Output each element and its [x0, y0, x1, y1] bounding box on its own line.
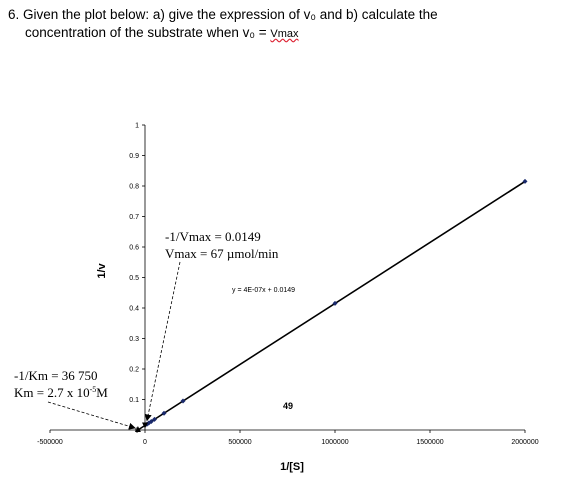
y-tick-label: 0.6 — [129, 245, 139, 252]
km-annotation-exponent: -5 — [90, 385, 97, 394]
chart-points — [134, 178, 528, 432]
page-number: 49 — [283, 401, 293, 411]
x-tick-label: 2000000 — [511, 439, 538, 446]
km-annotation-unit: M — [96, 385, 108, 400]
x-tick-label: 1500000 — [416, 439, 443, 446]
y-tick-label: 0.3 — [129, 336, 139, 343]
data-point — [332, 300, 338, 306]
data-point — [522, 178, 528, 184]
chart-ticks: -500000 0 500000 1000000 1500000 2000000 0.1 0.… — [37, 123, 539, 447]
x-tick-label: -500000 — [37, 439, 63, 446]
km-pointer-arrow — [47, 401, 136, 430]
chart-arrows — [47, 261, 181, 430]
trendline-equation: y = 4E-07x + 0.0149 — [232, 287, 295, 294]
y-tick-label: 0.8 — [129, 184, 139, 191]
x-intercept-marker — [134, 426, 141, 432]
y-axis-title: 1/v — [96, 262, 108, 278]
y-intercept-marker — [142, 422, 148, 429]
vmax-annotation-line-2: Vmax = 67 µmol/min — [165, 246, 279, 261]
data-point — [180, 398, 186, 404]
x-axis-title: 1/[S] — [280, 461, 304, 473]
vmax-annotation-line-1: -1/Vmax = 0.0149 — [165, 229, 261, 244]
km-annotation-line-2: Km = 2.7 x 10-5M — [14, 385, 108, 400]
x-tick-label: 1000000 — [321, 439, 348, 446]
y-tick-label: 0.7 — [129, 214, 139, 221]
data-point — [161, 410, 167, 416]
y-tick-label: 0.5 — [129, 275, 139, 282]
chart-axes — [50, 125, 525, 431]
y-tick-label: 0.1 — [129, 397, 139, 404]
question-text: 6. Given the plot below: a) give the exp… — [8, 6, 438, 43]
question-vmax-term: Vmax — [270, 28, 299, 40]
y-tick-label: 0.2 — [129, 367, 139, 374]
km-annotation-line-1: -1/Km = 36 750 — [14, 368, 98, 383]
question-line-1: 6. Given the plot below: a) give the exp… — [8, 7, 438, 22]
data-point — [152, 416, 157, 422]
y-tick-label: 1 — [135, 123, 139, 130]
chart-trendline-group — [137, 180, 526, 431]
trendline — [137, 180, 526, 431]
km-annotation-base: Km = 2.7 x 10 — [14, 385, 90, 400]
x-tick-label: 500000 — [228, 439, 251, 446]
x-tick-label: 0 — [143, 439, 147, 446]
question-line-2: concentration of the substrate when v₀ =… — [8, 24, 438, 43]
y-tick-label: 0.4 — [129, 306, 139, 313]
vmax-pointer-arrow — [144, 261, 181, 422]
question-line-2-prefix: concentration of the substrate when v₀ = — [25, 25, 271, 40]
y-tick-label: 0.9 — [129, 153, 139, 160]
